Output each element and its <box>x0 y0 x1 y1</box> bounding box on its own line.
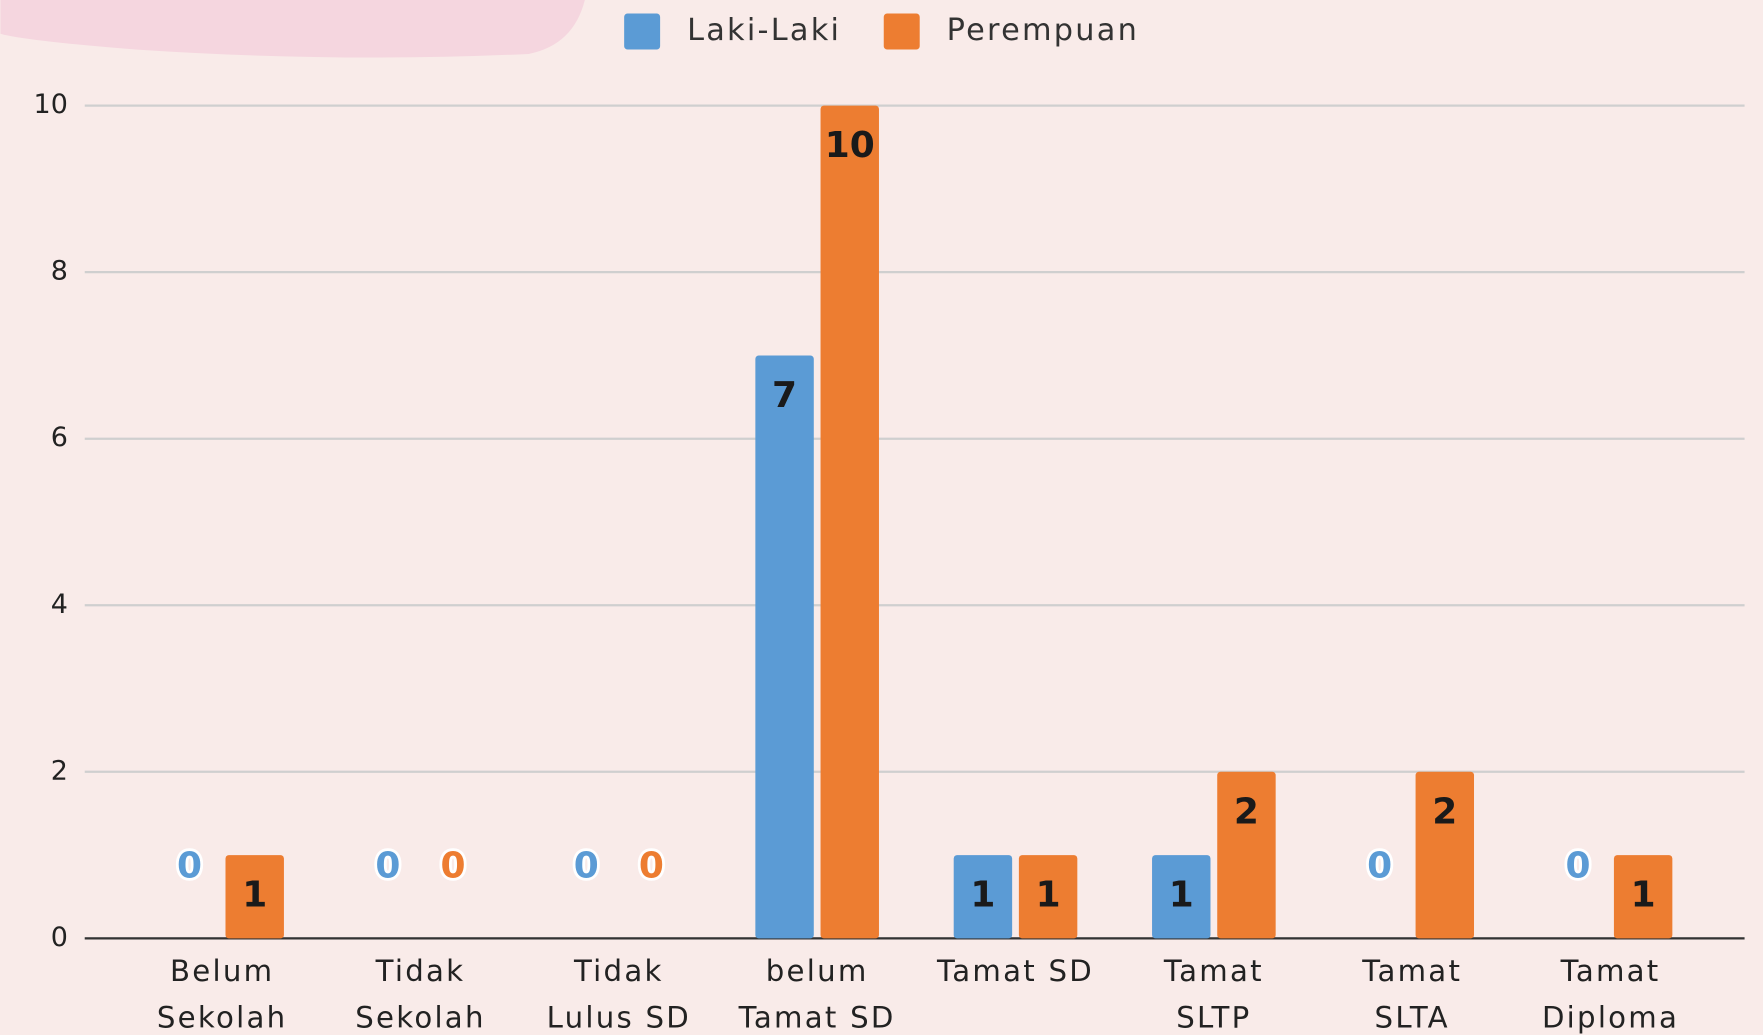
value-label: 0 <box>1367 845 1392 886</box>
x-tick-label: Tamat <box>1361 954 1462 988</box>
x-tick-label: belum <box>766 954 869 988</box>
x-tick-label: Diploma <box>1542 1000 1679 1034</box>
x-tick-label: Tamat <box>1560 954 1661 988</box>
value-label: 0 <box>441 845 466 886</box>
value-label: 1 <box>970 875 995 916</box>
legend-swatch <box>883 13 920 50</box>
bar <box>1613 855 1673 939</box>
x-tick-label: SLTA <box>1375 1000 1450 1034</box>
x-tick-label: Tamat SD <box>738 1000 896 1034</box>
value-label: 2 <box>1234 791 1259 832</box>
value-label: 1 <box>242 875 267 916</box>
y-tick-label: 0 <box>51 922 68 953</box>
decor-blob <box>0 0 585 58</box>
y-tick-label: 10 <box>34 89 68 120</box>
y-tick-label: 6 <box>51 422 68 453</box>
bar <box>820 105 879 939</box>
bar <box>1152 855 1211 939</box>
x-tick-label: Tidak <box>573 954 664 988</box>
value-label: 1 <box>1036 875 1061 916</box>
value-label: 1 <box>1169 875 1194 916</box>
x-tick-label: Sekolah <box>355 1000 486 1034</box>
bar <box>1217 771 1276 939</box>
value-label: 0 <box>574 845 599 886</box>
legend-swatch <box>624 13 661 50</box>
x-tick-label: Sekolah <box>157 1000 288 1034</box>
x-tick-label: Tidak <box>375 954 466 988</box>
value-label: 0 <box>639 845 664 886</box>
value-label: 0 <box>375 845 400 886</box>
value-label: 0 <box>1565 845 1590 886</box>
value-label: 1 <box>1631 875 1656 916</box>
value-label: 10 <box>825 125 875 166</box>
y-tick-label: 4 <box>51 589 68 620</box>
bar <box>953 855 1013 939</box>
x-tick-label: Lulus SD <box>547 1000 691 1034</box>
x-tick-label: SLTP <box>1176 1000 1251 1034</box>
y-tick-label: 2 <box>51 755 68 786</box>
value-label: 0 <box>177 845 202 886</box>
x-tick-label: Tamat <box>1163 954 1264 988</box>
bar <box>1018 855 1078 939</box>
value-label: 2 <box>1432 791 1457 832</box>
x-tick-label: Tamat SD <box>936 954 1094 988</box>
y-tick-label: 8 <box>51 256 68 287</box>
bar <box>225 855 284 939</box>
bar <box>755 355 814 939</box>
value-label: 7 <box>772 375 797 416</box>
legend-label: Perempuan <box>947 13 1139 48</box>
x-tick-label: Belum <box>170 954 274 988</box>
legend-label: Laki-Laki <box>687 13 841 48</box>
bar <box>1415 771 1475 939</box>
